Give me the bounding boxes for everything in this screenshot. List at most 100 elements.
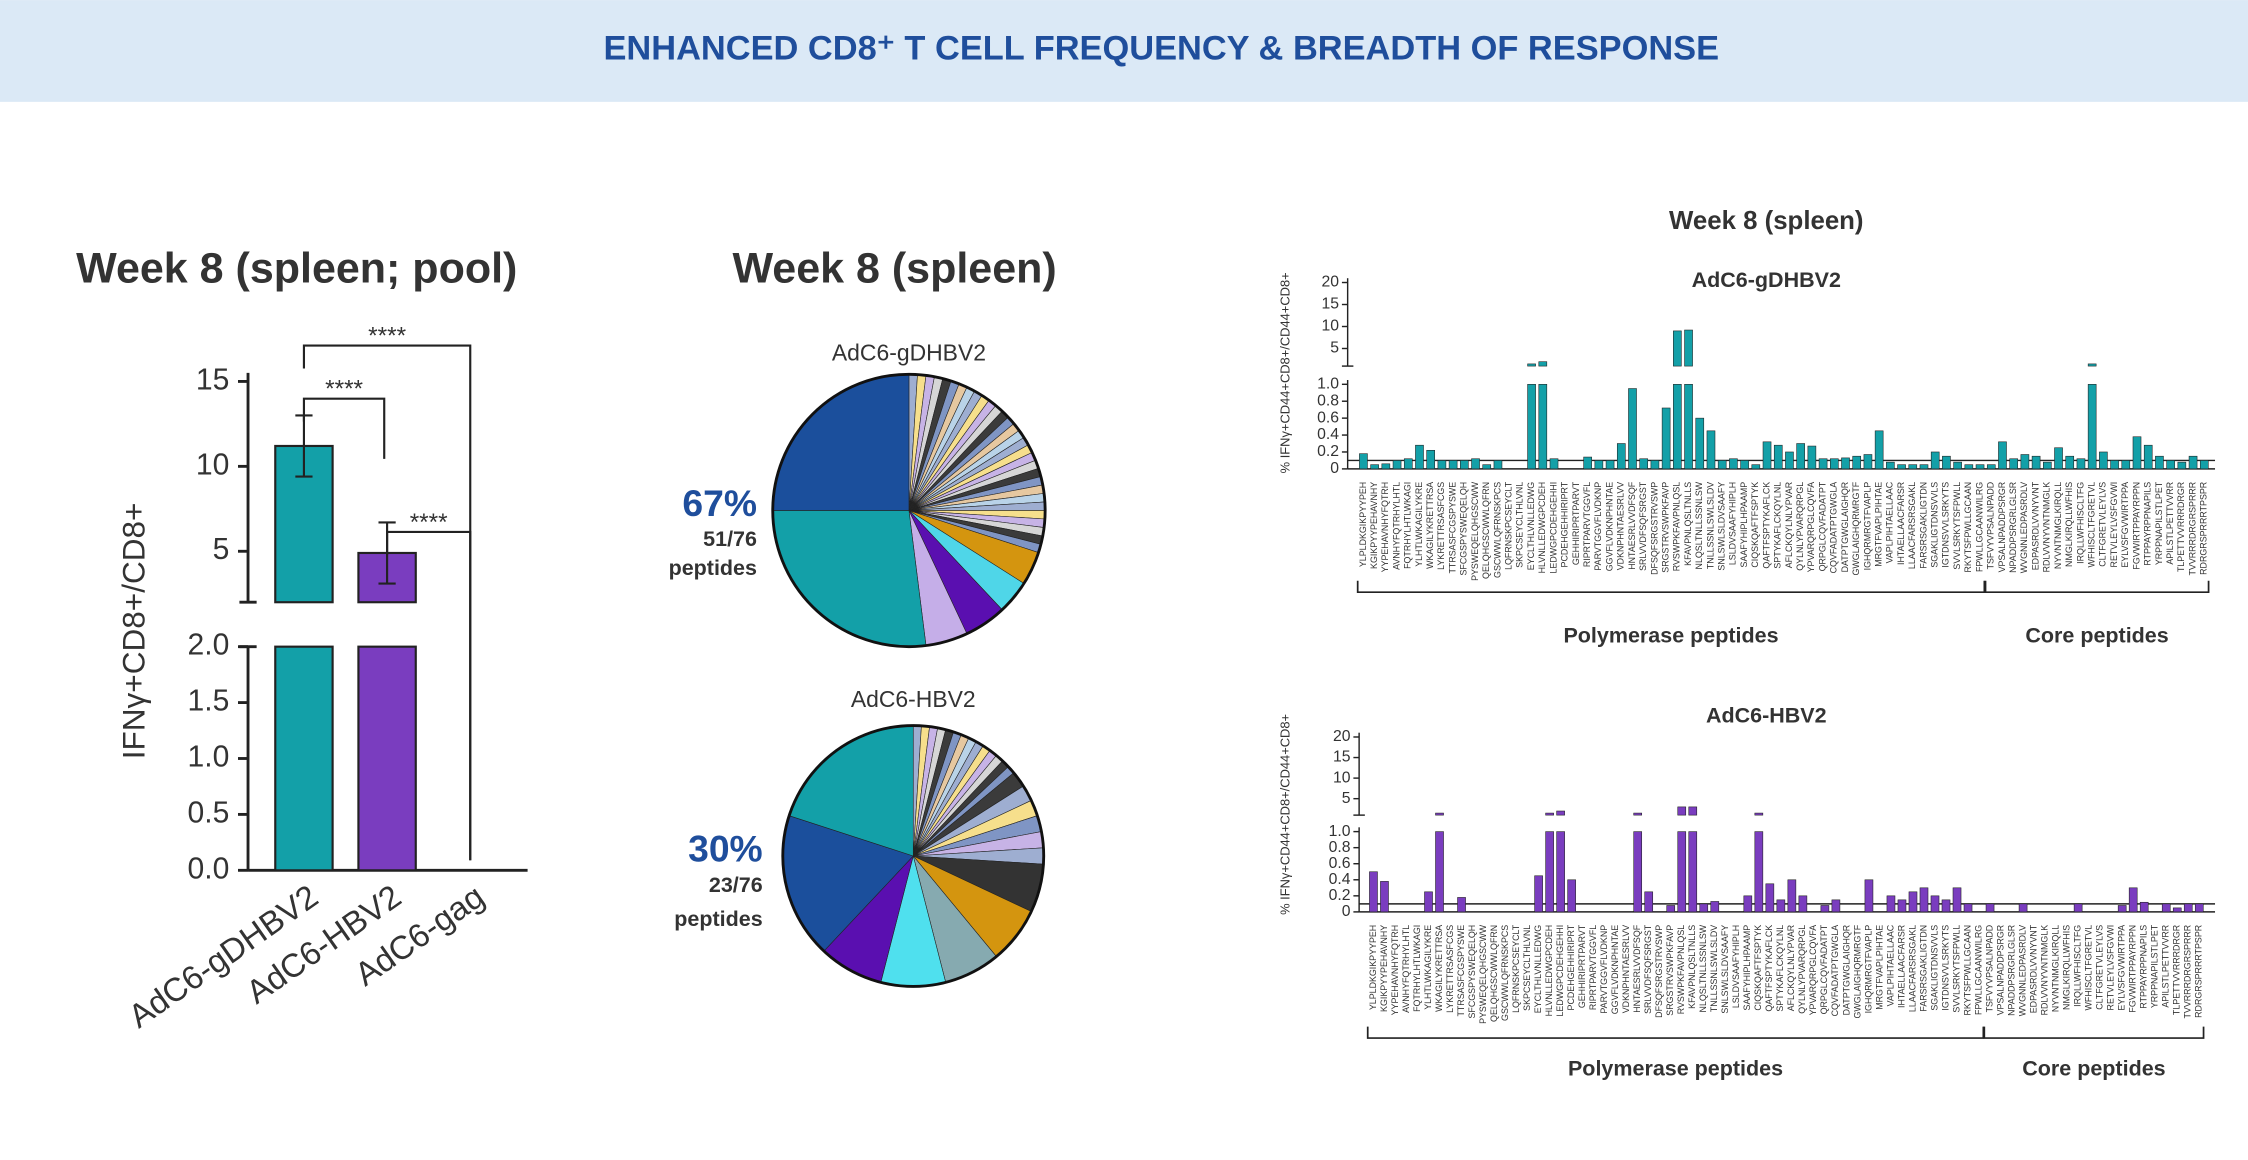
x-tick-label: QAFTFSPTYKAFLCK bbox=[1761, 482, 1771, 569]
group-bracket bbox=[1366, 1026, 1985, 1039]
x-tick-label: IGTDNSVVLSRKYTS bbox=[1941, 482, 1951, 568]
x-tick-label: IGTDNSVVLSRKYTS bbox=[1940, 925, 1950, 1011]
bar bbox=[2099, 451, 2108, 470]
bar bbox=[2188, 455, 2198, 470]
x-tick-label: QELQHGSCWWLQFRN bbox=[1481, 482, 1491, 579]
x-tick-label: YLHTLWKAGILYKRE bbox=[1414, 482, 1424, 567]
significance-bracket bbox=[302, 397, 386, 459]
bar bbox=[1942, 455, 1951, 470]
x-tick-label: QRPGLCQVFADATPT bbox=[1819, 924, 1829, 1014]
y-tick-label: 1.0 bbox=[188, 740, 230, 773]
x-tick-label: TVVRRRDRGRSPRRR bbox=[2183, 925, 2193, 1019]
bar bbox=[1852, 455, 1862, 470]
x-tick-label: EYLVSFGVWIRTPPA bbox=[2117, 925, 2127, 1011]
x-tick-label: EDPASRDLVVNYVNT bbox=[2030, 481, 2040, 570]
bar bbox=[1493, 460, 1503, 470]
group-bracket bbox=[1984, 580, 2210, 594]
x-tick-label: YLPLDKGIKPYYPEH bbox=[1368, 925, 1378, 1010]
bar bbox=[1534, 875, 1543, 913]
bar bbox=[1448, 460, 1458, 470]
bar bbox=[2087, 363, 2097, 367]
y-tick-label: 10 bbox=[1322, 318, 1340, 335]
bar bbox=[1437, 460, 1447, 470]
group-label: Polymerase peptides bbox=[1563, 623, 1778, 647]
bar bbox=[1729, 458, 1738, 470]
x-tick-label: SVVLSRKYTSFPWLL bbox=[1952, 482, 1962, 570]
y-tick-label: 0.4 bbox=[1329, 871, 1351, 888]
bar bbox=[1650, 460, 1660, 470]
x-tick-label: SGAKLIGTDNSVVLS bbox=[1929, 925, 1939, 1011]
x-tick-label: SPTYKAFLCKQYLNL bbox=[1775, 925, 1785, 1012]
x-tick-label: SFCGSPYSWEQELQH bbox=[1459, 482, 1469, 576]
bar bbox=[1639, 458, 1649, 470]
bar bbox=[1556, 810, 1565, 816]
bar bbox=[1930, 895, 1940, 913]
bar bbox=[1616, 443, 1626, 470]
bar bbox=[1538, 361, 1548, 367]
bar bbox=[1919, 887, 1929, 913]
pie-unit: peptides bbox=[669, 556, 757, 580]
bar bbox=[2155, 455, 2164, 470]
x-tick-label: PARVTGGVFLVDKNP bbox=[1593, 482, 1603, 571]
pie-count: 23/76 bbox=[709, 873, 763, 897]
bar bbox=[1998, 441, 2007, 470]
x-tick-label: CQVFADATPTGWGLA bbox=[1830, 925, 1840, 1017]
significance-label: **** bbox=[410, 509, 448, 536]
x-tick-label: TNLLSSNLSWLSLDV bbox=[1709, 925, 1719, 1012]
bar bbox=[2139, 901, 2149, 913]
x-tick-label: LLAACFARSRSGAKL bbox=[1907, 925, 1917, 1012]
bar bbox=[2087, 384, 2097, 470]
x-tick-label: TLPETTVVRRRDRGR bbox=[2176, 482, 2186, 572]
bar bbox=[1897, 899, 1907, 913]
x-tick-label: RIPRTPARVTGGVFL bbox=[1582, 482, 1592, 567]
y-tick-label: 2.0 bbox=[188, 629, 230, 662]
x-tick-label: KGIKPYYPEHAVNHY bbox=[1369, 482, 1379, 569]
bar bbox=[1527, 384, 1536, 470]
y-tick-label: 1.0 bbox=[1317, 375, 1339, 392]
x-tick-label: YRPPNAPILSTLPET bbox=[2150, 924, 2160, 1008]
bar bbox=[1403, 458, 1413, 470]
x-tick-label: AFLCKQYLNLYPVAR bbox=[1786, 925, 1796, 1011]
bar bbox=[1743, 895, 1753, 913]
x-tick-label: APILSTLPETTVVRR bbox=[2165, 482, 2175, 565]
bar bbox=[1684, 329, 1693, 367]
group-label: Core peptides bbox=[2025, 623, 2168, 647]
bar bbox=[1773, 444, 1783, 470]
x-tick-label: YPVARQRPGLCQVFA bbox=[1806, 482, 1816, 573]
x-tick-label: YYPEHAVNHYFQTRH bbox=[1380, 482, 1390, 573]
x-tick-label: TSFVYVPSALNPADD bbox=[1984, 925, 1994, 1013]
x-tick-label: IRQLLWFHISCLTFG bbox=[2075, 482, 2085, 564]
x-tick-label: CIQSKQAFTFSPTYK bbox=[1753, 925, 1763, 1011]
bar bbox=[2199, 460, 2209, 470]
x-tick-label: RIPRTPARVTGGVFL bbox=[1588, 925, 1598, 1010]
group-label: Core peptides bbox=[2022, 1056, 2165, 1080]
x-tick-label: HNTAESRLVVDFSQF bbox=[1632, 924, 1642, 1013]
x-tick-label: CIQSKQAFTFSPTYK bbox=[1750, 482, 1760, 568]
header-band bbox=[0, 0, 2248, 102]
bar bbox=[2117, 905, 2127, 913]
bar bbox=[1908, 891, 1918, 913]
bar bbox=[274, 645, 334, 872]
bar bbox=[2110, 460, 2119, 470]
bar bbox=[1841, 457, 1850, 470]
bar bbox=[1673, 384, 1682, 470]
x-tick-label: PCDEHGEHHIRIPRT bbox=[1566, 924, 1576, 1010]
pie-name: AdC6-HBV2 bbox=[851, 686, 976, 712]
x-tick-label: TTRSASFCGSPYSWE bbox=[1456, 925, 1466, 1017]
y-tick-label: 0.0 bbox=[188, 852, 230, 885]
x-tick-label: MRGTFVAPLPIHTAE bbox=[1874, 925, 1884, 1010]
y-tick-label: 15 bbox=[1322, 296, 1340, 313]
x-tick-label: FARSRSGAKLIGTDN bbox=[1918, 925, 1928, 1012]
bar bbox=[2177, 461, 2187, 470]
x-tick-label: IRQLLWFHISCLTFG bbox=[2072, 925, 2082, 1007]
x-tick-label: GWGLAIGHQRMRGTF bbox=[1852, 924, 1862, 1018]
pie-outline bbox=[781, 724, 1046, 988]
x-tick-label: KFAVPNLQSLTNLLS bbox=[1683, 482, 1693, 566]
x-tick-label: IGHQRMRGTFVAPLP bbox=[1863, 925, 1873, 1014]
x-tick-label: YYPEHAVNHYFQTRH bbox=[1390, 925, 1400, 1016]
bar bbox=[1435, 831, 1444, 913]
bar bbox=[2076, 458, 2086, 470]
bar bbox=[1706, 430, 1716, 470]
y-tick-label: 10 bbox=[196, 448, 229, 481]
bar bbox=[2073, 903, 2083, 913]
